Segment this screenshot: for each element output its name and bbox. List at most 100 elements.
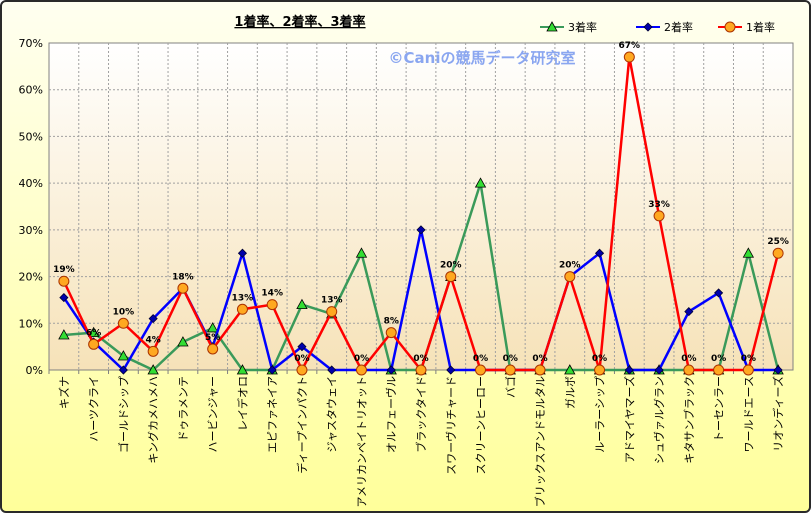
data-point-3 (236, 364, 249, 375)
data-point-1 (236, 303, 248, 315)
data-point-1 (296, 364, 308, 376)
x-tick-label: ドゥラメンテ (177, 376, 190, 442)
x-tick-label: アメリカンペイトリオット (355, 376, 368, 507)
data-point-3 (147, 364, 159, 375)
data-point-1 (415, 364, 427, 376)
data-point-3 (474, 177, 487, 188)
y-tick-label: 40% (19, 177, 43, 190)
data-label: 6% (86, 328, 101, 338)
data-label: 13% (321, 296, 343, 306)
data-point-2 (446, 365, 456, 375)
data-label: 5% (205, 333, 220, 343)
x-tick-label: ゴールドシップ (116, 376, 130, 453)
data-label: 19% (53, 265, 75, 275)
data-label: 13% (232, 293, 254, 303)
data-point-1 (207, 343, 219, 355)
data-point-1 (326, 306, 338, 318)
data-point-3 (564, 364, 576, 375)
x-tick-label: ハービンジャー (207, 376, 220, 452)
data-point-1 (594, 364, 606, 376)
data-point-1 (58, 275, 70, 287)
y-tick-label: 10% (19, 317, 43, 330)
data-point-1 (177, 282, 189, 294)
data-label: 0% (681, 354, 696, 364)
chart-title: 1着率、2着率、3着率 (234, 14, 365, 30)
data-label: 20% (440, 261, 462, 271)
x-tick-label: ガルボ (564, 376, 577, 409)
data-label: 20% (559, 261, 581, 271)
x-tick-label: ディープインパクト (295, 376, 309, 474)
data-point-1 (772, 247, 784, 259)
x-tick-label: スクリーンヒーロー (475, 376, 488, 474)
x-tick-label: リオンディーズ (771, 376, 785, 452)
x-tick-label: キングカメハメハ (146, 376, 160, 464)
data-point-1 (713, 364, 725, 376)
legend-label-1: 1着率 (746, 20, 775, 34)
data-point-1 (504, 364, 516, 376)
x-tick-label: バゴ (503, 376, 517, 398)
data-label: 0% (592, 354, 607, 364)
data-point-2 (654, 365, 664, 375)
x-tick-label: ルーラーシップ (594, 376, 607, 453)
data-point-2 (773, 365, 783, 375)
data-label: 14% (261, 289, 283, 299)
data-point-1 (88, 338, 100, 350)
data-point-1 (683, 364, 695, 376)
data-label: 0% (711, 354, 726, 364)
data-label: 0% (741, 354, 756, 364)
data-point-1 (117, 317, 129, 329)
data-label: 8% (384, 317, 399, 327)
data-point-3 (117, 350, 130, 361)
x-tick-label: シュヴァルグラン (652, 376, 666, 464)
data-point-1 (445, 271, 457, 283)
data-point-1 (653, 210, 665, 222)
y-tick-label: 70% (19, 37, 43, 50)
data-label: 4% (146, 335, 161, 345)
x-tick-label: エピファネイア (266, 376, 279, 453)
data-point-2 (118, 365, 128, 375)
x-tick-label: キズナ (57, 376, 71, 409)
data-point-1 (742, 364, 754, 376)
x-tick-label: ワールドエース (742, 376, 755, 452)
x-tick-label: キタサンブラック (682, 376, 696, 464)
data-point-2 (148, 314, 158, 324)
y-tick-label: 60% (19, 84, 43, 97)
data-point-2 (624, 365, 634, 375)
data-label: 0% (503, 354, 518, 364)
data-point-2 (327, 365, 337, 375)
data-point-3 (177, 336, 189, 347)
legend-label-3: 3着率 (568, 20, 597, 34)
x-tick-label: レイデオロ (235, 376, 249, 431)
legend-marker-2 (643, 22, 653, 32)
x-tick-label: ハーツクライ (88, 376, 101, 442)
y-tick-label: 20% (19, 271, 43, 284)
data-point-1 (534, 364, 546, 376)
x-tick-label: トーセンラー (713, 376, 726, 442)
data-label: 25% (767, 237, 789, 247)
data-point-2 (416, 225, 426, 235)
data-point-2 (714, 288, 724, 298)
data-point-2 (684, 307, 694, 317)
data-point-2 (386, 365, 396, 375)
y-tick-label: 30% (19, 224, 43, 237)
data-label: 0% (532, 354, 547, 364)
data-label: 0% (473, 354, 488, 364)
data-point-3 (742, 247, 755, 258)
data-point-1 (385, 327, 397, 339)
data-point-1 (266, 299, 278, 311)
y-tick-label: 0% (26, 364, 43, 377)
data-point-3 (87, 326, 100, 338)
data-point-1 (475, 364, 487, 376)
data-point-2 (267, 365, 277, 375)
data-point-3 (207, 322, 219, 333)
legend: 3着率 2着率 1着率 (540, 20, 775, 34)
legend-marker-1 (724, 21, 736, 33)
data-label: 0% (413, 354, 428, 364)
data-point-2 (237, 248, 248, 258)
x-tick-label: アドマイヤマーズ (622, 376, 636, 463)
legend-label-2: 2着率 (664, 20, 693, 34)
y-tick-label: 50% (19, 130, 43, 143)
x-tick-label: オルフェーヴル (384, 376, 398, 453)
x-tick-label: ブリックスアンドモルタル (533, 376, 547, 507)
